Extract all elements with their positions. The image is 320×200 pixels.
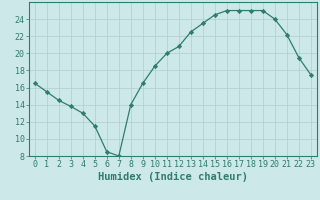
X-axis label: Humidex (Indice chaleur): Humidex (Indice chaleur) xyxy=(98,172,248,182)
